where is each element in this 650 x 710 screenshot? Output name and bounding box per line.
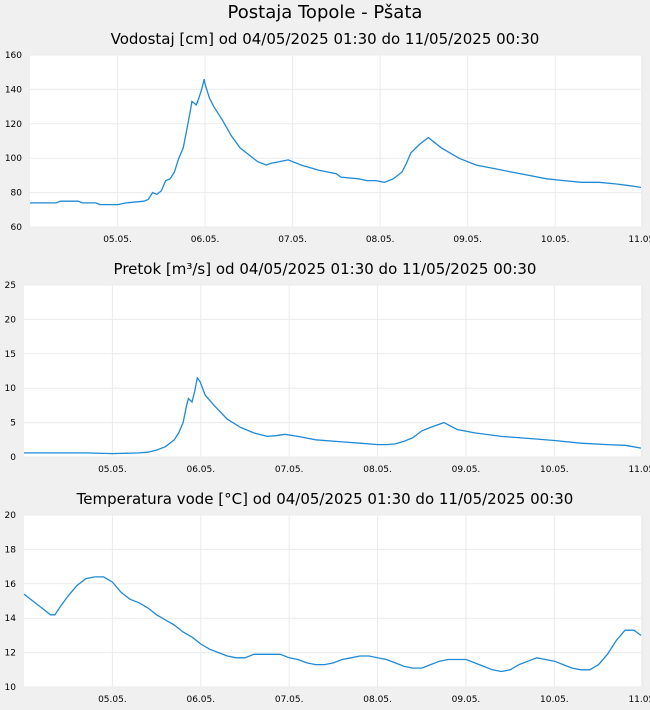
x-tick-label: 06.05. (186, 465, 215, 475)
x-tick-label: 09.05. (453, 235, 482, 245)
x-tick-label: 09.05. (452, 695, 481, 705)
x-tick-label: 08.05. (366, 235, 395, 245)
y-tick-label: 160 (5, 51, 22, 61)
plot-area (30, 55, 641, 227)
x-tick-label: 09.05. (452, 465, 481, 475)
y-tick-label: 20 (5, 315, 17, 325)
y-tick-label: 12 (5, 649, 16, 659)
x-tick-label: 11.05. (628, 235, 650, 245)
y-tick-label: 140 (5, 85, 22, 95)
y-tick-label: 0 (10, 453, 16, 463)
x-tick-label: 10.05. (541, 235, 570, 245)
x-tick-label: 06.05. (186, 695, 215, 705)
x-tick-label: 05.05. (103, 235, 132, 245)
x-tick-label: 08.05. (363, 465, 392, 475)
discharge-chart: 0 5 10 15 20 25 05.05. 06.05. 07.05. 08.05. 09.05.… (5, 281, 650, 475)
chart-title-discharge: Pretok [m³/s] od 04/05/2025 01:30 do 11/… (113, 260, 537, 278)
plot-area (24, 515, 641, 687)
x-tick-label: 11.05. (628, 695, 650, 705)
series-line (30, 78, 642, 206)
page-title: Postaja Topole - Pšata (227, 2, 423, 23)
y-tick-label: 10 (5, 384, 17, 394)
chart-title-water-level: Vodostaj [cm] od 04/05/2025 01:30 do 11/… (110, 30, 540, 48)
x-tick-label: 08.05. (363, 695, 392, 705)
plot-area (24, 285, 641, 457)
series-line (23, 576, 642, 673)
y-tick-label: 10 (5, 683, 17, 693)
x-tick-label: 06.05. (191, 235, 220, 245)
water-level-chart: 60 80 100 120 140 160 05.05. 06.05. 07.05. 08.05.… (5, 51, 650, 245)
x-tick-label: 07.05. (278, 235, 307, 245)
x-tick-label: 05.05. (98, 465, 127, 475)
y-tick-label: 25 (5, 281, 16, 291)
x-tick-label: 11.05. (628, 465, 650, 475)
y-tick-label: 18 (5, 545, 17, 555)
y-tick-label: 14 (5, 614, 17, 624)
y-tick-label: 100 (5, 154, 22, 164)
x-tick-label: 07.05. (275, 695, 304, 705)
y-tick-label: 80 (11, 189, 23, 199)
x-tick-label: 05.05. (98, 695, 127, 705)
x-tick-label: 10.05. (540, 695, 569, 705)
y-tick-label: 120 (5, 120, 22, 130)
x-tick-label: 10.05. (540, 465, 569, 475)
x-tick-label: 07.05. (275, 465, 304, 475)
y-tick-label: 20 (5, 511, 17, 521)
y-tick-label: 5 (10, 419, 16, 429)
water-temperature-chart: 10 12 14 16 18 20 05.05. 06.05. 07.05. 08.05. 09.0… (5, 511, 650, 705)
y-tick-label: 16 (5, 580, 17, 590)
y-tick-label: 15 (5, 350, 16, 360)
y-tick-label: 60 (11, 223, 23, 233)
chart-title-water-temperature: Temperatura vode [°C] od 04/05/2025 01:3… (76, 490, 574, 508)
series-line (24, 376, 642, 455)
